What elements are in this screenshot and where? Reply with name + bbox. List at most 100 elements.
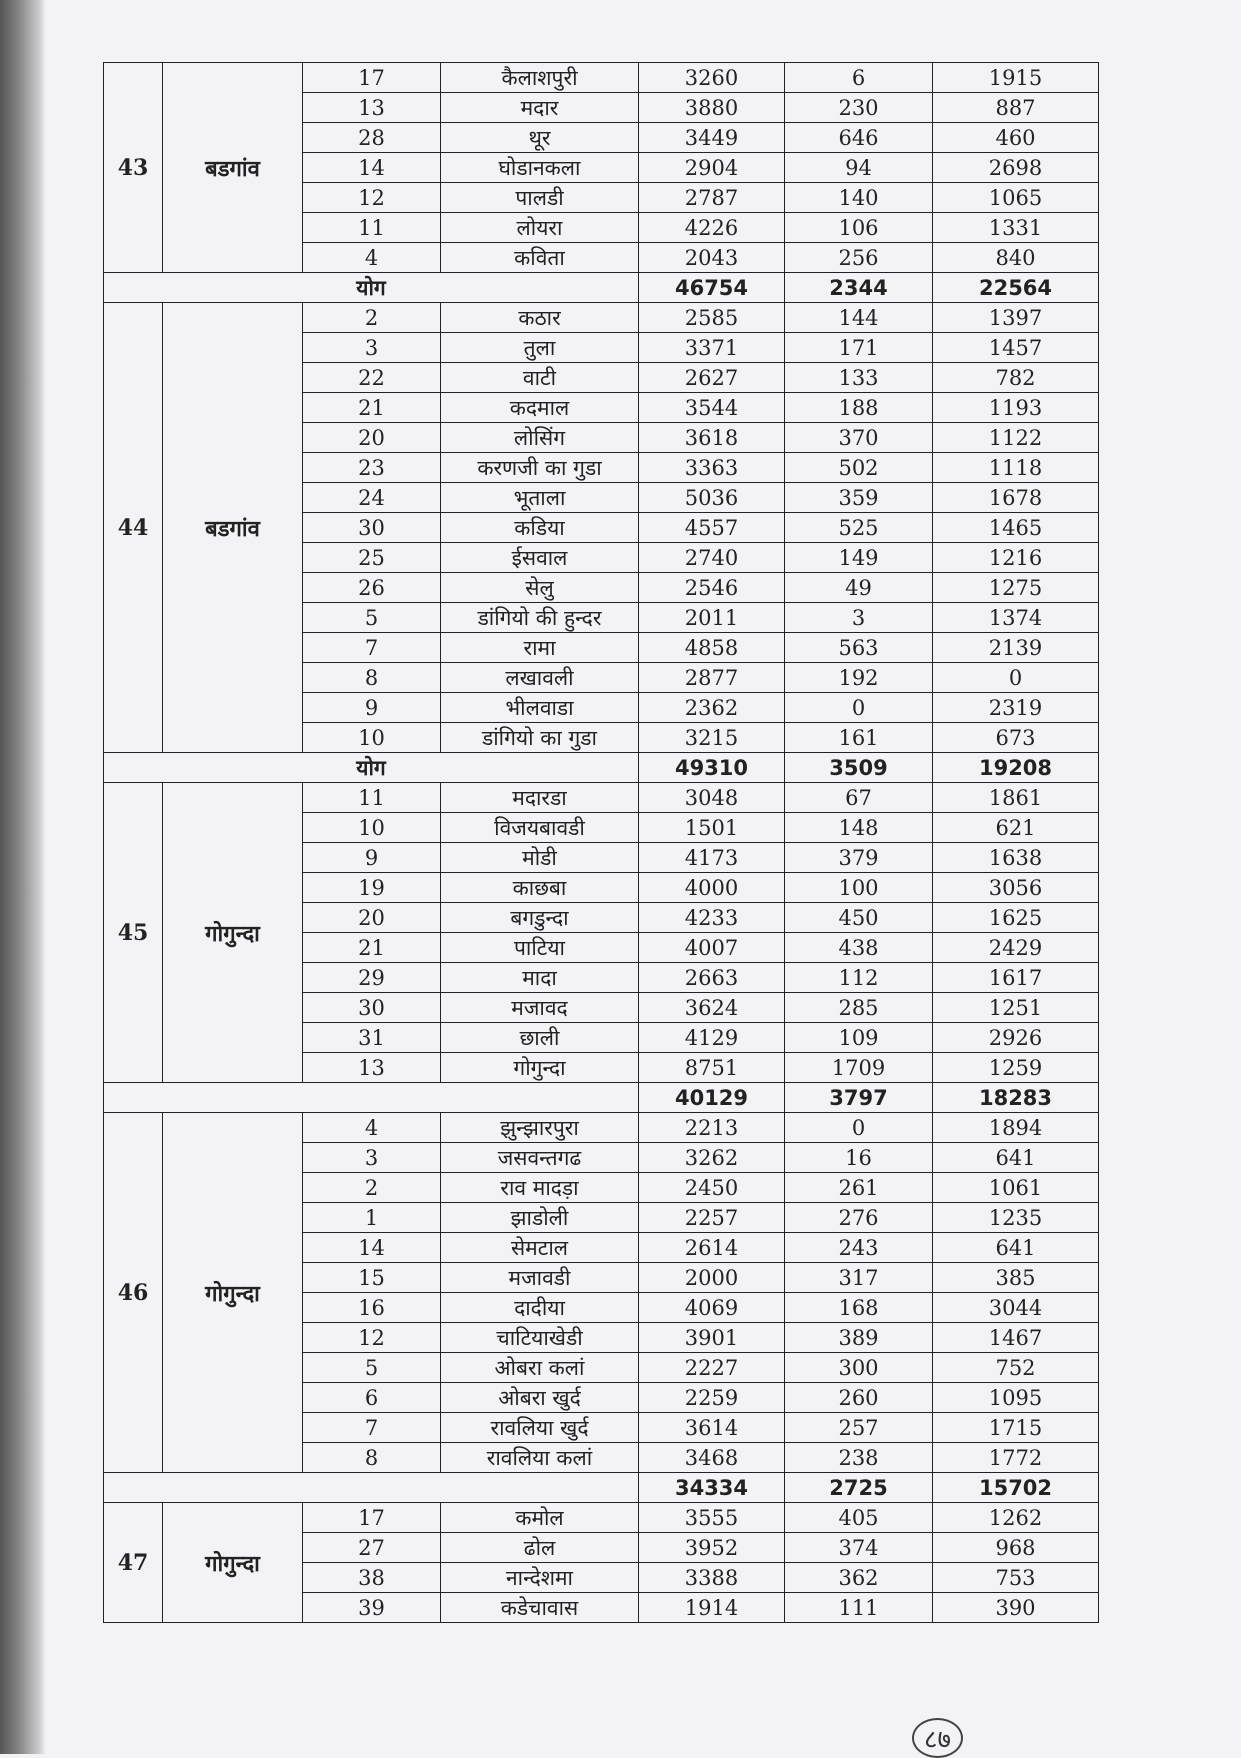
value-3: 1465 — [932, 512, 1099, 543]
village-table: 43 बडगांव 17 कैलाशपुरी 3260 6 1915 13 मदार 3880 23… — [103, 62, 1099, 1623]
table-row: 14 सेमटाल 2614 243 641 — [104, 1232, 1099, 1263]
value-1: 4226 — [638, 212, 785, 243]
value-3: 1251 — [932, 992, 1099, 1023]
value-2: 300 — [784, 1352, 933, 1383]
value-1: 3544 — [638, 392, 785, 423]
value-2: 317 — [784, 1262, 933, 1293]
value-1: 3260 — [638, 62, 785, 93]
village-name: झुन्झारपुरा — [440, 1112, 639, 1143]
value-3: 1467 — [932, 1322, 1099, 1353]
value-2: 450 — [784, 902, 933, 933]
village-name: कठार — [440, 302, 639, 333]
value-2: 370 — [784, 422, 933, 453]
value-2: 161 — [784, 722, 933, 753]
value-3: 1638 — [932, 842, 1099, 873]
value-2: 405 — [784, 1502, 933, 1533]
table-row: 7 रावलिया खुर्द 3614 257 1715 — [104, 1412, 1099, 1443]
serial-no: 2 — [302, 1172, 441, 1203]
value-3: 1374 — [932, 602, 1099, 633]
value-3: 2319 — [932, 692, 1099, 723]
table-row: 20 लोसिंग 3618 370 1122 — [104, 422, 1099, 453]
serial-no: 21 — [302, 932, 441, 963]
total-row: 34334 2725 15702 — [103, 1472, 1099, 1503]
table-row: 6 ओबरा खुर्द 2259 260 1095 — [104, 1382, 1099, 1413]
value-2: 1709 — [784, 1052, 933, 1083]
value-1: 3262 — [638, 1142, 785, 1173]
village-name: वाटी — [440, 362, 639, 393]
serial-no: 38 — [302, 1562, 441, 1593]
value-3: 3056 — [932, 872, 1099, 903]
total-label — [103, 1082, 639, 1113]
value-2: 243 — [784, 1232, 933, 1263]
serial-no: 17 — [302, 62, 441, 93]
total-value: 2725 — [784, 1472, 933, 1503]
value-1: 2663 — [638, 962, 785, 993]
value-2: 359 — [784, 482, 933, 513]
village-name: रावलिया कलां — [440, 1442, 639, 1473]
serial-no: 10 — [302, 812, 441, 843]
value-3: 2139 — [932, 632, 1099, 663]
village-name: ओबरा खुर्द — [440, 1382, 639, 1413]
value-2: 140 — [784, 182, 933, 213]
paper-edge — [0, 0, 46, 1754]
value-1: 2257 — [638, 1202, 785, 1233]
village-name: कडेचावास — [440, 1592, 639, 1623]
total-row: योग 49310 3509 19208 — [103, 752, 1099, 783]
table-row: 45 गोगुन्दा 11 मदारडा 3048 67 1861 — [103, 782, 1099, 1083]
value-2: 3 — [784, 602, 933, 633]
village-name: काछबा — [440, 872, 639, 903]
serial-no: 5 — [302, 602, 441, 633]
serial-no: 16 — [302, 1292, 441, 1323]
village-name: मादा — [440, 962, 639, 993]
value-1: 8751 — [638, 1052, 785, 1083]
table-row: 9 मोडी 4173 379 1638 — [104, 842, 1099, 873]
value-2: 0 — [784, 692, 933, 723]
value-3: 385 — [932, 1262, 1099, 1293]
value-3: 1275 — [932, 572, 1099, 603]
group-id: 43 — [103, 62, 163, 273]
value-1: 1501 — [638, 812, 785, 843]
village-name: कमोल — [440, 1502, 639, 1533]
table-row: 16 दादीया 4069 168 3044 — [104, 1292, 1099, 1323]
value-2: 192 — [784, 662, 933, 693]
serial-no: 20 — [302, 422, 441, 453]
village-name: सेलु — [440, 572, 639, 603]
village-name: सेमटाल — [440, 1232, 639, 1263]
value-1: 4557 — [638, 512, 785, 543]
table-row: 13 गोगुन्दा 8751 1709 1259 — [104, 1052, 1099, 1083]
village-name: लखावली — [440, 662, 639, 693]
value-1: 4000 — [638, 872, 785, 903]
table-row: 10 विजयबावडी 1501 148 621 — [104, 812, 1099, 843]
village-name: दादीया — [440, 1292, 639, 1323]
serial-no: 1 — [302, 1202, 441, 1233]
value-1: 2787 — [638, 182, 785, 213]
value-2: 230 — [784, 92, 933, 123]
total-value: 19208 — [932, 752, 1099, 783]
village-name: राव मादड़ा — [440, 1172, 639, 1203]
village-name: कदमाल — [440, 392, 639, 423]
value-3: 1861 — [932, 782, 1099, 813]
serial-no: 21 — [302, 392, 441, 423]
value-2: 188 — [784, 392, 933, 423]
table-row: 4 कविता 2043 256 840 — [104, 242, 1099, 273]
value-1: 2362 — [638, 692, 785, 723]
serial-no: 20 — [302, 902, 441, 933]
value-2: 49 — [784, 572, 933, 603]
village-name: तुला — [440, 332, 639, 363]
value-3: 1915 — [932, 62, 1099, 93]
serial-no: 7 — [302, 632, 441, 663]
table-row: 27 ढोल 3952 374 968 — [104, 1532, 1099, 1563]
village-name: ओबरा कलां — [440, 1352, 639, 1383]
value-1: 4069 — [638, 1292, 785, 1323]
table-row: 7 रामा 4858 563 2139 — [104, 632, 1099, 663]
total-value: 15702 — [932, 1472, 1099, 1503]
value-2: 112 — [784, 962, 933, 993]
value-3: 752 — [932, 1352, 1099, 1383]
value-1: 2614 — [638, 1232, 785, 1263]
value-2: 276 — [784, 1202, 933, 1233]
serial-no: 8 — [302, 1442, 441, 1473]
value-3: 840 — [932, 242, 1099, 273]
total-label: योग — [103, 752, 639, 783]
value-3: 1715 — [932, 1412, 1099, 1443]
serial-no: 8 — [302, 662, 441, 693]
